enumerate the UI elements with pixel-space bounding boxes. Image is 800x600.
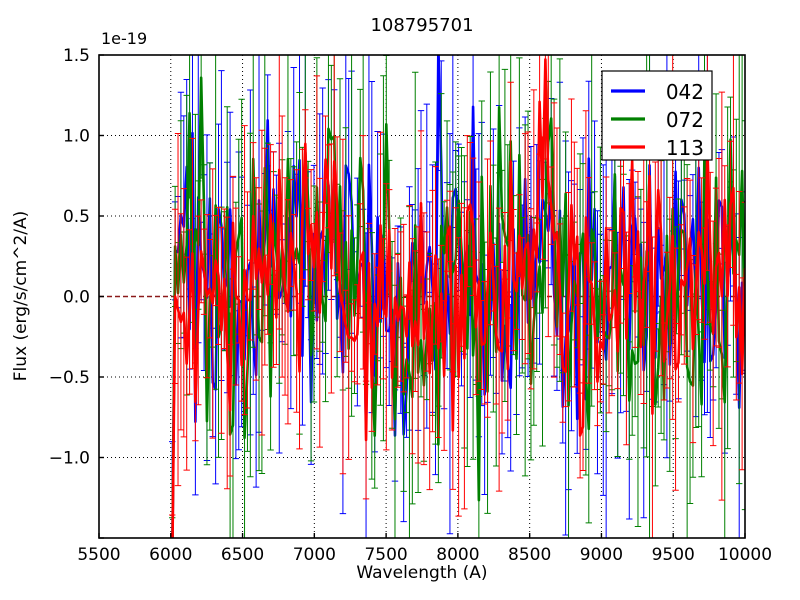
- legend-label-072: 072: [666, 108, 704, 132]
- legend-box: [601, 70, 713, 161]
- x-tick-label: 7500: [364, 545, 407, 565]
- x-tick-label: 9000: [580, 545, 623, 565]
- x-tick-label: 6000: [149, 545, 192, 565]
- x-tick-label: 10000: [718, 545, 772, 565]
- page-title: 108795701: [370, 15, 473, 36]
- y-axis-label: Flux (erg/s/cm^2/A): [11, 211, 31, 382]
- x-tick-label: 9500: [652, 545, 695, 565]
- x-tick-label: 8000: [436, 545, 479, 565]
- y-tick-label: −0.5: [49, 368, 90, 388]
- data-series-layer: [169, 55, 745, 538]
- y-tick-label: 1.5: [63, 46, 90, 66]
- x-tick-label: 8500: [508, 545, 551, 565]
- legend-label-113: 113: [666, 136, 704, 160]
- y-axis-ticks: −1.0 −0.5 0.0 0.5 1.0 1.5: [49, 46, 104, 539]
- x-tick-label: 6500: [221, 545, 264, 565]
- series-113: [169, 55, 745, 538]
- legend-label-042: 042: [666, 80, 704, 104]
- y-tick-label: 0.5: [63, 207, 90, 227]
- line-113: [171, 58, 745, 538]
- y-axis-offset-label: 1e-19: [101, 29, 147, 48]
- x-axis-label: Wavelength (A): [356, 563, 487, 583]
- x-axis-ticks: 5500 6000 6500 7000 7500 8000 8500 9000 9500 1000…: [77, 533, 772, 565]
- y-tick-label: −1.0: [49, 449, 90, 469]
- y-tick-label: 1.0: [63, 127, 90, 147]
- x-tick-label: 7000: [293, 545, 336, 565]
- legend[interactable]: 042 072 113: [601, 70, 713, 161]
- y-tick-label: 0.0: [63, 288, 90, 308]
- x-tick-label: 5500: [77, 545, 120, 565]
